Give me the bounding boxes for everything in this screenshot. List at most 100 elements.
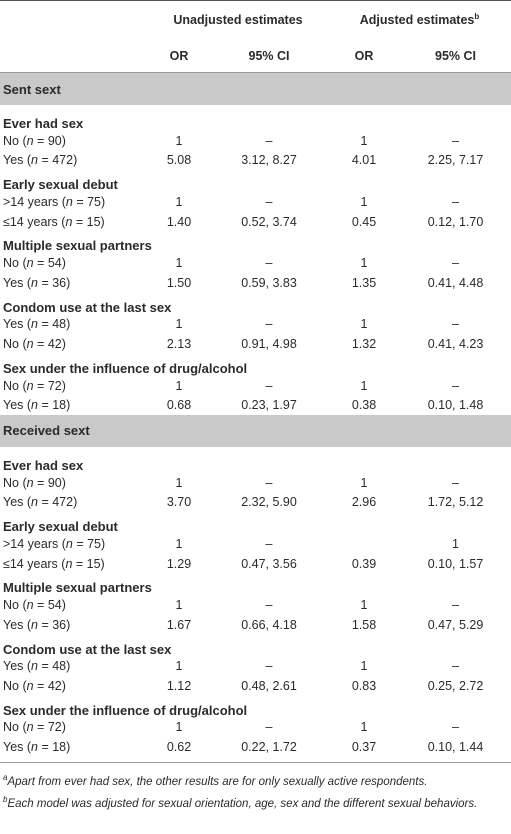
unadjusted-ci: – (265, 536, 273, 551)
n-symbol: n (31, 275, 38, 290)
group-title: Multiple sexual partners (3, 580, 152, 596)
section-title: Received sext (0, 414, 511, 447)
group-row: Condom use at the last sex (0, 293, 511, 315)
group-row: Multiple sexual partners (0, 573, 511, 595)
n-symbol: n (31, 659, 38, 674)
unadjusted-ci: 3.12, 8.27 (241, 153, 297, 168)
group-row: Ever had sex (0, 447, 511, 473)
unadjusted-ci: 0.48, 2.61 (241, 678, 297, 693)
header-ci-adjusted: 95% CI (435, 48, 476, 63)
n-symbol: n (65, 214, 73, 229)
adjusted-ci: 0.41, 4.23 (427, 336, 484, 351)
unadjusted-or: 0.68 (166, 398, 192, 413)
n-symbol: n (31, 153, 38, 168)
unadjusted-or: 3.70 (166, 495, 192, 510)
adjusted-ci: 0.10, 1.57 (427, 556, 484, 571)
adjusted-or: 1.35 (351, 275, 377, 290)
row-label: No (n = 72) (3, 720, 66, 735)
adjusted-or: 0.45 (351, 214, 377, 229)
group-row: Multiple sexual partners (0, 231, 511, 253)
table-row: No (n = 42) 2.13 0.91, 4.98 1.32 0.41, 4.23 (0, 334, 511, 354)
table-row: No (n = 72) 1 – 1 – (0, 376, 511, 396)
footnotes: aApart from ever had sex, the other resu… (0, 761, 511, 813)
n-symbol: n (26, 133, 34, 148)
group-title: Condom use at the last sex (3, 641, 172, 657)
adjusted-or: 1 (360, 133, 368, 148)
unadjusted-or: 5.08 (166, 153, 192, 168)
table-row: No (n = 42) 1.12 0.48, 2.61 0.83 0.25, 2.72 (0, 676, 511, 696)
row-label: No (n = 42) (3, 678, 66, 693)
table-row: Yes (n = 472) 5.08 3.12, 8.27 4.01 2.25, 7.1… (0, 151, 511, 171)
section-row: Sent sext (0, 72, 511, 105)
group-row: Early sexual debut (0, 170, 511, 192)
group-row: Condom use at the last sex (0, 635, 511, 657)
group-title: Sex under the influence of drug/alcohol (3, 360, 248, 376)
header-or-unadjusted: OR (169, 48, 189, 63)
row-label: Yes (n = 48) (3, 317, 71, 332)
unadjusted-or: 1 (175, 194, 183, 209)
table-row: >14 years (n = 75) 1 – 1 (0, 534, 511, 554)
n-symbol: n (65, 556, 73, 571)
adjusted-ci: – (452, 720, 459, 735)
section-row: Received sext (0, 414, 511, 447)
row-label: No (n = 42) (3, 336, 66, 351)
unadjusted-ci: 2.32, 5.90 (241, 495, 297, 510)
row-label: >14 years (n = 75) (3, 194, 106, 209)
row-label: Yes (n = 36) (3, 275, 71, 290)
unadjusted-ci: 0.66, 4.18 (241, 617, 297, 632)
adjusted-or: 1 (360, 475, 368, 490)
unadjusted-or: 1 (175, 475, 183, 490)
table-row: ≤14 years (n = 15) 1.29 0.47, 3.56 0.39 0.10… (0, 554, 511, 574)
header-row-columns: OR 95% CI OR 95% CI (0, 39, 511, 73)
n-symbol: n (26, 475, 34, 490)
unadjusted-ci: – (265, 720, 273, 735)
row-label: No (n = 54) (3, 256, 66, 271)
n-symbol: n (65, 536, 73, 551)
adjusted-ci: – (452, 317, 459, 332)
row-label: Yes (n = 36) (3, 617, 71, 632)
unadjusted-or: 0.62 (166, 740, 192, 755)
group-row: Early sexual debut (0, 512, 511, 534)
adjusted-ci: 0.25, 2.72 (427, 678, 484, 693)
table-row: No (n = 54) 1 – 1 – (0, 253, 511, 273)
group-row: Sex under the influence of drug/alcohol (0, 696, 511, 718)
adjusted-ci: 0.12, 1.70 (427, 214, 484, 229)
footnote-b-marker: b (3, 794, 8, 804)
row-label: Yes (n = 48) (3, 659, 71, 674)
unadjusted-ci: 0.59, 3.83 (241, 275, 297, 290)
n-symbol: n (26, 256, 34, 271)
adjusted-or: 0.83 (351, 678, 377, 693)
unadjusted-ci: – (265, 598, 273, 613)
footnote-b-text: Each model was adjusted for sexual orien… (7, 797, 478, 810)
adjusted-or: 1 (360, 598, 368, 613)
group-title: Early sexual debut (3, 177, 118, 193)
adjusted-ci: – (452, 256, 459, 271)
group-title: Sex under the influence of drug/alcohol (3, 702, 248, 718)
footnote-marker-b: b (474, 12, 480, 22)
unadjusted-or: 1 (175, 256, 183, 271)
group-title: Early sexual debut (3, 519, 118, 535)
adjusted-or: 1 (360, 317, 368, 332)
unadjusted-ci: – (265, 475, 273, 490)
table-row: Yes (n = 472) 3.70 2.32, 5.90 2.96 1.72, 5.1… (0, 493, 511, 513)
adjusted-ci: 0.10, 1.48 (427, 398, 484, 413)
unadjusted-or: 1 (175, 378, 183, 393)
n-symbol: n (26, 720, 34, 735)
adjusted-ci: – (452, 659, 459, 674)
unadjusted-or: 1 (175, 317, 183, 332)
row-label: ≤14 years (n = 15) (3, 556, 105, 571)
header-row-groups: Unadjusted estimates Adjusted estimatesb (0, 0, 511, 39)
adjusted-or: 4.01 (351, 153, 377, 168)
table-row: ≤14 years (n = 15) 1.40 0.52, 3.74 0.45 0.12… (0, 212, 511, 232)
n-symbol: n (31, 398, 38, 413)
unadjusted-or: 1 (175, 536, 183, 551)
group-title: Multiple sexual partners (3, 238, 152, 254)
unadjusted-ci: 0.52, 3.74 (241, 214, 297, 229)
table-row: Yes (n = 36) 1.67 0.66, 4.18 1.58 0.47, 5.29 (0, 615, 511, 635)
adjusted-ci: – (452, 194, 459, 209)
section-title: Sent sext (0, 72, 511, 105)
adjusted-ci: – (452, 133, 459, 148)
row-label: Yes (n = 18) (3, 740, 71, 755)
footnote-b: bEach model was adjusted for sexual orie… (3, 791, 508, 813)
unadjusted-ci: – (265, 659, 273, 674)
